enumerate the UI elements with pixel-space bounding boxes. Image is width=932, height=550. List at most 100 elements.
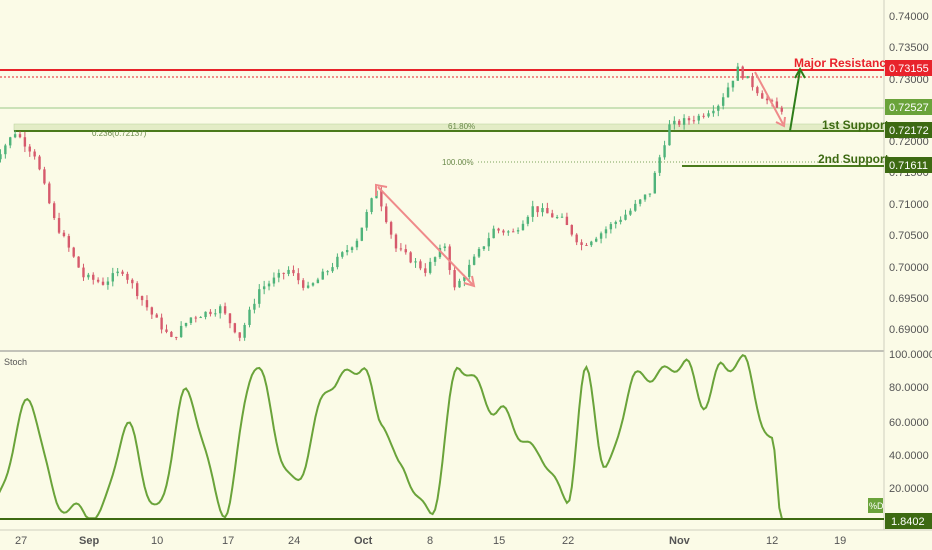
candle-body[interactable] bbox=[443, 246, 447, 249]
candle-body[interactable] bbox=[726, 87, 730, 98]
candle-body[interactable] bbox=[653, 172, 657, 194]
candle-body[interactable] bbox=[511, 231, 515, 233]
candle-body[interactable] bbox=[292, 269, 295, 274]
candle-body[interactable] bbox=[624, 214, 627, 220]
candle-body[interactable] bbox=[580, 242, 583, 245]
candle-body[interactable] bbox=[345, 250, 349, 253]
candle-body[interactable] bbox=[272, 277, 276, 284]
candle-body[interactable] bbox=[404, 249, 407, 253]
candle-body[interactable] bbox=[433, 257, 437, 262]
green-arrow-up[interactable] bbox=[789, 66, 806, 132]
candle-body[interactable] bbox=[228, 313, 232, 324]
candle-body[interactable] bbox=[521, 223, 525, 231]
candle-body[interactable] bbox=[394, 234, 398, 249]
candle-body[interactable] bbox=[717, 105, 720, 111]
candle-body[interactable] bbox=[609, 224, 613, 230]
candle-body[interactable] bbox=[67, 236, 71, 248]
candle-body[interactable] bbox=[458, 280, 461, 288]
candle-body[interactable] bbox=[775, 101, 779, 108]
candle-body[interactable] bbox=[194, 317, 197, 319]
stoch-axis[interactable]: 100.0000 80.0000 60.0000 40.0000 20.0000 bbox=[889, 349, 932, 495]
candle-body[interactable] bbox=[248, 309, 251, 325]
candle-body[interactable] bbox=[741, 66, 744, 79]
candle-body[interactable] bbox=[48, 183, 51, 204]
candle-body[interactable] bbox=[585, 244, 588, 246]
candle-body[interactable] bbox=[658, 157, 661, 173]
candle-body[interactable] bbox=[551, 213, 554, 218]
candle-body[interactable] bbox=[52, 203, 56, 219]
candle-body[interactable] bbox=[321, 271, 324, 280]
candle-body[interactable] bbox=[233, 323, 237, 333]
candle-body[interactable] bbox=[702, 115, 705, 117]
candle-body[interactable] bbox=[160, 317, 163, 330]
candle-body[interactable] bbox=[150, 307, 154, 315]
stoch-value-tag[interactable]: 1.8402 bbox=[885, 513, 932, 529]
candle-body[interactable] bbox=[13, 134, 17, 138]
candle-body[interactable] bbox=[175, 336, 178, 338]
candle-body[interactable] bbox=[77, 256, 80, 268]
candle-body[interactable] bbox=[604, 229, 608, 234]
candle-body[interactable] bbox=[428, 261, 432, 273]
second-support-price-tag[interactable]: 0.71611 bbox=[885, 157, 932, 173]
pink-arrow-projection[interactable] bbox=[754, 71, 786, 128]
candle-body[interactable] bbox=[477, 248, 481, 257]
candle-body[interactable] bbox=[121, 271, 124, 274]
candle-body[interactable] bbox=[531, 206, 534, 217]
candle-body[interactable] bbox=[184, 322, 188, 326]
candle-body[interactable] bbox=[238, 332, 241, 338]
candle-body[interactable] bbox=[502, 230, 505, 233]
candle-body[interactable] bbox=[38, 156, 41, 170]
candle-body[interactable] bbox=[326, 271, 329, 273]
candle-body[interactable] bbox=[721, 97, 725, 106]
price-axis[interactable]: 0.74000 0.73500 0.73000 0.72500 0.72000 … bbox=[889, 11, 929, 336]
candle-body[interactable] bbox=[453, 270, 456, 288]
candle-body[interactable] bbox=[492, 228, 495, 239]
candle-body[interactable] bbox=[57, 218, 61, 233]
candle-body[interactable] bbox=[336, 256, 339, 268]
candle-body[interactable] bbox=[350, 247, 354, 251]
candle-body[interactable] bbox=[170, 331, 173, 337]
candle-body[interactable] bbox=[0, 154, 2, 160]
candle-body[interactable] bbox=[751, 76, 754, 88]
candle-body[interactable] bbox=[438, 248, 442, 258]
candle-body[interactable] bbox=[360, 227, 364, 241]
candle-body[interactable] bbox=[482, 246, 486, 249]
candle-body[interactable] bbox=[565, 216, 569, 226]
candle-body[interactable] bbox=[599, 233, 603, 239]
candle-body[interactable] bbox=[331, 267, 334, 272]
candle-body[interactable] bbox=[536, 206, 539, 213]
candle-body[interactable] bbox=[736, 66, 740, 81]
candle-body[interactable] bbox=[463, 276, 466, 281]
candle-body[interactable] bbox=[487, 238, 490, 247]
candle-body[interactable] bbox=[448, 246, 451, 271]
candle-body[interactable] bbox=[9, 137, 12, 146]
candle-body[interactable] bbox=[380, 190, 383, 207]
candle-body[interactable] bbox=[101, 281, 105, 285]
candle-body[interactable] bbox=[697, 115, 700, 121]
candle-body[interactable] bbox=[135, 283, 139, 297]
candle-body[interactable] bbox=[673, 120, 676, 125]
candle-body[interactable] bbox=[18, 134, 22, 138]
candle-body[interactable] bbox=[770, 100, 774, 102]
stoch-d-tag[interactable]: %D bbox=[868, 498, 884, 513]
candle-body[interactable] bbox=[23, 137, 27, 147]
candle-body[interactable] bbox=[590, 241, 593, 246]
candle-body[interactable] bbox=[140, 296, 144, 301]
candle-body[interactable] bbox=[389, 222, 393, 235]
candle-body[interactable] bbox=[155, 314, 158, 318]
candle-body[interactable] bbox=[82, 267, 85, 278]
candle-body[interactable] bbox=[765, 98, 769, 101]
candle-body[interactable] bbox=[712, 110, 715, 114]
candle-body[interactable] bbox=[634, 203, 637, 211]
candle-body[interactable] bbox=[756, 87, 759, 94]
candle-body[interactable] bbox=[419, 261, 422, 269]
candle-body[interactable] bbox=[262, 286, 266, 290]
candle-body[interactable] bbox=[219, 306, 222, 314]
candle-body[interactable] bbox=[297, 273, 300, 281]
candle-body[interactable] bbox=[648, 193, 652, 195]
candle-body[interactable] bbox=[199, 317, 202, 319]
candle-body[interactable] bbox=[302, 280, 305, 288]
candle-body[interactable] bbox=[126, 273, 129, 280]
candle-body[interactable] bbox=[28, 146, 31, 152]
